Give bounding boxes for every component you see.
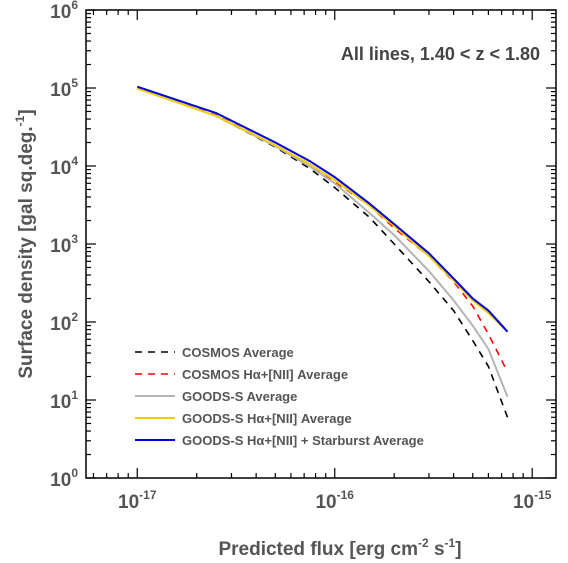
plot-area-border: [85, 9, 557, 479]
y-tick-label: 101: [50, 388, 78, 413]
y-tick-label: 103: [50, 232, 78, 257]
series-line-5: [136, 85, 509, 333]
series-line-4: [136, 87, 509, 333]
legend-label: COSMOS Hα+[NII] Average: [182, 367, 348, 382]
series-line-1: [137, 87, 509, 418]
x-tick-label: 10-17: [118, 488, 157, 513]
series-line-2: [137, 87, 509, 373]
y-tick-label: 102: [50, 310, 78, 335]
axis-ticks: [86, 9, 556, 479]
x-tick-label: 10-16: [315, 488, 354, 513]
y-tick-label: 100: [50, 466, 78, 491]
legend: COSMOS Average COSMOS Hα+[NII] Average GOO…: [135, 345, 424, 448]
legend-label: GOODS-S Average: [182, 389, 297, 404]
y-tick-label: 106: [50, 0, 78, 23]
series-lines: [136, 85, 509, 418]
x-tick-label: 10-15: [513, 488, 552, 513]
chart-annotation: All lines, 1.40 < z < 1.80: [341, 44, 540, 64]
plot-frame: [85, 9, 557, 479]
y-axis-label: Surface density [gal sq.deg.-1]: [13, 109, 37, 378]
x-axis-label: Predicted flux [erg cm-2 s-1]: [218, 536, 461, 560]
legend-label: GOODS-S Hα+[NII] + Starburst Average: [182, 433, 424, 448]
y-tick-label: 104: [50, 154, 78, 179]
y-tick-label: 105: [50, 76, 78, 101]
legend-label: GOODS-S Hα+[NII] Average: [182, 411, 352, 426]
legend-label: COSMOS Average: [182, 345, 294, 360]
tick-labels: 10-17 10-16 10-15 100 101 102 103 104 105 106: [50, 0, 552, 513]
